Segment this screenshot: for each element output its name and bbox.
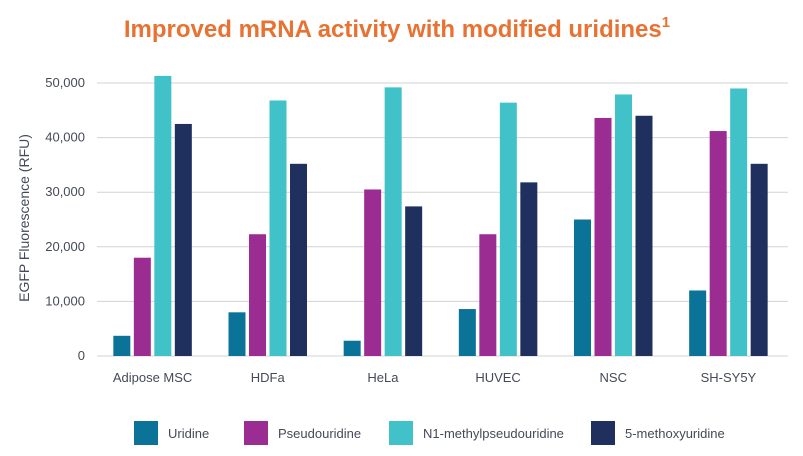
x-tick-label: NSC [600, 370, 627, 385]
bar [574, 219, 591, 356]
x-tick-label: SH-SY5Y [701, 370, 757, 385]
y-tick-label: 20,000 [45, 239, 85, 254]
x-tick-label: HUVEC [475, 370, 521, 385]
bar [384, 87, 402, 357]
legend-swatch [591, 421, 615, 445]
bar [405, 206, 423, 356]
x-tick-label: HDFa [251, 370, 286, 385]
bar [594, 117, 612, 356]
legend-swatch [389, 421, 413, 445]
legend-label: Uridine [168, 426, 209, 441]
x-axis-ticks: Adipose MSC HDFa HeLa HUVEC NSC SH-SY5Y [113, 370, 757, 385]
y-tick-label: 30,000 [45, 184, 85, 199]
bar [228, 312, 246, 356]
legend-label: N1-methylpseudouridine [423, 426, 564, 441]
legend-label: 5-methoxyuridine [625, 426, 725, 441]
bar [479, 234, 497, 356]
bar [709, 131, 727, 356]
chart-title-superscript: 1 [662, 14, 670, 31]
bar [615, 94, 632, 356]
bar [290, 163, 307, 356]
bar [133, 257, 151, 356]
bar [520, 182, 538, 356]
y-tick-label: 10,000 [45, 293, 85, 308]
bar [113, 335, 131, 356]
bar [689, 290, 707, 356]
bar [249, 234, 266, 356]
y-tick-label: 0 [78, 348, 85, 363]
bar [750, 163, 768, 356]
bar [269, 100, 287, 356]
bar [174, 123, 192, 356]
bar [364, 189, 382, 356]
x-tick-label: Adipose MSC [113, 370, 192, 385]
y-axis-ticks: 0 10,000 20,000 30,000 40,000 50,000 [45, 75, 85, 363]
bar [458, 309, 476, 356]
chart-title: Improved mRNA activity with modified uri… [124, 14, 670, 43]
gridlines [97, 82, 788, 357]
chart-title-text: Improved mRNA activity with modified uri… [124, 16, 662, 43]
bar [499, 102, 517, 356]
y-tick-label: 50,000 [45, 75, 85, 90]
x-tick-label: HeLa [367, 370, 399, 385]
bars [113, 75, 768, 357]
y-tick-label: 40,000 [45, 130, 85, 145]
bar [635, 115, 653, 356]
legend-swatch [134, 421, 158, 445]
legend: Uridine Pseudouridine N1-methylpseudouridi… [134, 421, 725, 445]
bar [343, 340, 361, 356]
bar [730, 88, 748, 357]
y-axis-title: EGFP Fluorescence (RFU) [16, 134, 32, 302]
legend-label: Pseudouridine [278, 426, 361, 441]
legend-swatch [244, 421, 268, 445]
bar [154, 75, 172, 356]
